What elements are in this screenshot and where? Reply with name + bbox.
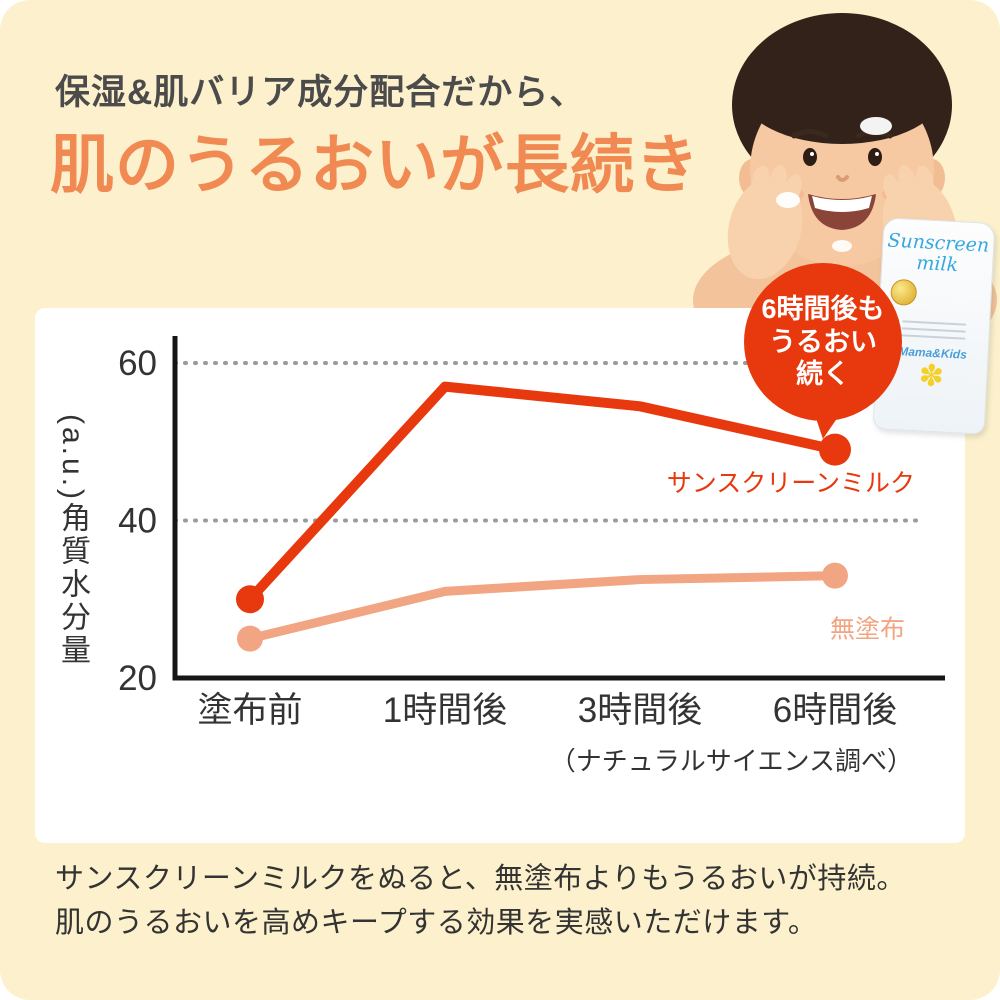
x-tick-label: 塗布前 [197,691,302,730]
footer-line2: 肌のうるおいを高めキープする効果を実感いただけます。 [55,906,818,939]
data-point [819,433,851,466]
callout-badge-tail [808,407,842,441]
source-note: （ナチュラルサイエンス調べ） [550,746,913,776]
cream-dab [776,192,800,208]
callout-line3: 続く [796,359,850,390]
series-label: 無塗布 [830,616,905,644]
child-eye [803,148,817,166]
y-tick-label: 60 [118,344,157,383]
callout-line1: 6時間後も [761,293,885,324]
callout-line2: うるおい [769,326,877,357]
fineprint-line [901,334,966,340]
series-label: サンスクリーンミルク [667,470,915,498]
y-tick-label: 40 [118,502,157,541]
gold-seal-icon [890,278,918,307]
series-line [245,571,840,644]
product-brand-line2: milk [915,251,959,276]
x-tick-label: 3時間後 [578,691,702,730]
cream-dab [860,117,892,135]
y-tick-label: 20 [118,659,157,698]
footer-text: サンスクリーンミルクをぬると、無塗布よりもうるおいが持続。 肌のうるおいを高めキ… [55,858,906,945]
y-axis-unit: (a.u.) [56,414,89,503]
child-eye [868,148,882,166]
headline-subtitle: 保湿&肌バリア成分配合だから、 [55,73,586,112]
fineprint-line [901,327,966,333]
cream-dab [832,240,852,252]
data-point [237,625,263,652]
series-line [245,381,840,605]
x-tick-label: 6時間後 [773,691,897,730]
headline-title: 肌のうるおいが長続き [50,129,700,201]
y-axis-title: 角質水分量 [56,502,89,668]
fineprint-line [902,320,967,326]
callout-badge: 6時間後も うるおい 続く [744,263,902,441]
data-point [822,562,848,589]
product-brand: Sunscreen milk [882,218,995,277]
footer-line1: サンスクリーンミルクをぬると、無塗布よりもうるおいが持続。 [55,863,906,895]
axes [172,336,945,681]
data-point [236,585,264,614]
y-axis-label: (a.u.)角質水分量 [56,414,89,668]
tube-fineprint [901,320,967,340]
x-tick-label: 1時間後 [383,691,507,730]
